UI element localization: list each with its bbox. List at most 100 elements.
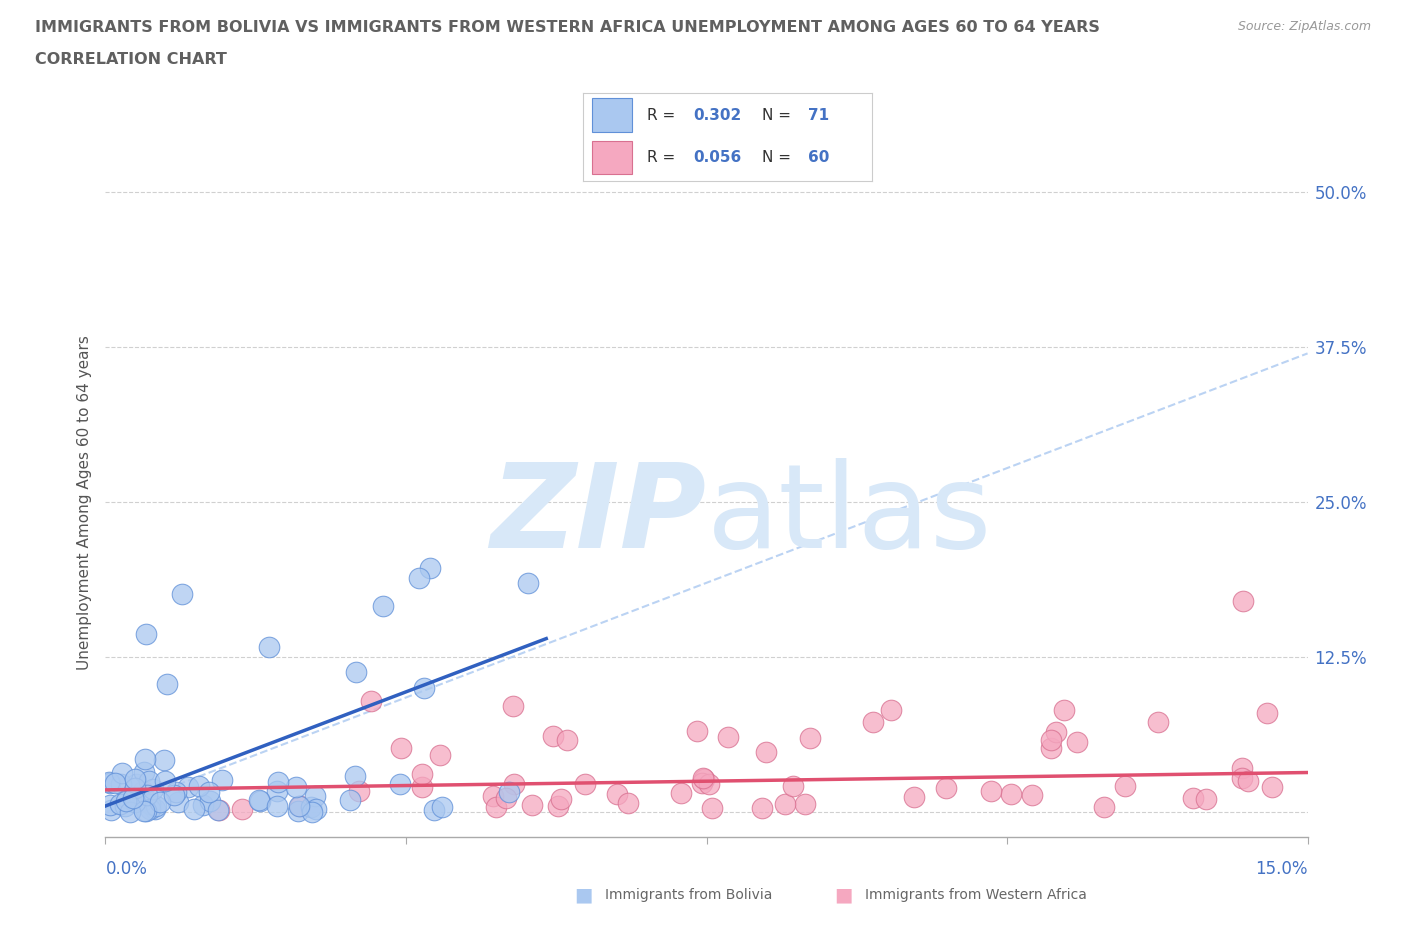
Point bbox=[177, 779, 200, 794]
Point bbox=[131, 793, 153, 808]
Point bbox=[124, 794, 146, 809]
Point bbox=[413, 681, 436, 696]
Point bbox=[156, 676, 179, 691]
Point bbox=[197, 784, 219, 799]
Point bbox=[134, 751, 156, 766]
Text: Immigrants from Western Africa: Immigrants from Western Africa bbox=[865, 887, 1087, 902]
Point bbox=[669, 786, 692, 801]
Text: N =: N = bbox=[762, 108, 796, 123]
Text: R =: R = bbox=[647, 150, 681, 165]
Point bbox=[429, 748, 451, 763]
Point bbox=[301, 804, 323, 819]
Point bbox=[773, 796, 796, 811]
Point bbox=[115, 791, 138, 806]
Point bbox=[191, 798, 214, 813]
Point bbox=[1066, 734, 1088, 749]
Text: 71: 71 bbox=[808, 108, 830, 123]
Point bbox=[266, 784, 288, 799]
Point bbox=[125, 777, 148, 792]
Point bbox=[1052, 703, 1074, 718]
Point bbox=[305, 802, 328, 817]
Text: 0.302: 0.302 bbox=[693, 108, 741, 123]
Point bbox=[108, 796, 131, 811]
Point bbox=[1021, 788, 1043, 803]
Point bbox=[411, 779, 433, 794]
Point bbox=[423, 803, 446, 817]
Point bbox=[124, 772, 146, 787]
Point bbox=[391, 740, 413, 755]
Point bbox=[980, 783, 1002, 798]
Point bbox=[1182, 790, 1205, 805]
Point bbox=[360, 693, 382, 708]
Point bbox=[1146, 715, 1168, 730]
Point bbox=[142, 781, 165, 796]
Point bbox=[371, 599, 394, 614]
Point bbox=[124, 780, 146, 795]
Point bbox=[700, 800, 723, 815]
Point bbox=[617, 795, 640, 810]
Point bbox=[231, 802, 253, 817]
Point bbox=[135, 626, 157, 641]
Point bbox=[172, 587, 194, 602]
Point bbox=[98, 776, 121, 790]
Point bbox=[517, 575, 540, 590]
Point bbox=[284, 780, 307, 795]
Point bbox=[135, 804, 157, 818]
Point bbox=[880, 703, 903, 718]
Point bbox=[131, 783, 153, 798]
Text: Immigrants from Bolivia: Immigrants from Bolivia bbox=[605, 887, 772, 902]
Point bbox=[550, 791, 572, 806]
Text: 0.0%: 0.0% bbox=[105, 860, 148, 878]
Point bbox=[690, 776, 713, 790]
Point bbox=[547, 799, 569, 814]
Point bbox=[290, 798, 312, 813]
Point bbox=[794, 797, 817, 812]
Point bbox=[693, 772, 716, 787]
Text: R =: R = bbox=[647, 108, 681, 123]
Point bbox=[502, 777, 524, 791]
Point bbox=[344, 768, 367, 783]
Point bbox=[259, 640, 281, 655]
Point bbox=[1232, 771, 1254, 786]
Point bbox=[153, 752, 176, 767]
Text: ■: ■ bbox=[834, 885, 853, 904]
Point bbox=[432, 800, 454, 815]
Point bbox=[1230, 761, 1253, 776]
Point bbox=[502, 698, 524, 713]
Text: 0.056: 0.056 bbox=[693, 150, 741, 165]
Point bbox=[555, 732, 578, 747]
Point bbox=[1237, 774, 1260, 789]
Point bbox=[115, 793, 138, 808]
Point bbox=[1256, 706, 1278, 721]
Point bbox=[139, 797, 162, 812]
Point bbox=[143, 802, 166, 817]
Point bbox=[935, 780, 957, 795]
Point bbox=[299, 800, 322, 815]
Point bbox=[138, 774, 160, 789]
Point bbox=[167, 795, 190, 810]
Point bbox=[100, 803, 122, 817]
Point bbox=[247, 792, 270, 807]
FancyBboxPatch shape bbox=[592, 99, 633, 132]
Point bbox=[419, 561, 441, 576]
Point bbox=[411, 766, 433, 781]
Point bbox=[288, 799, 311, 814]
Point bbox=[118, 804, 141, 819]
Point bbox=[692, 771, 714, 786]
Text: IMMIGRANTS FROM BOLIVIA VS IMMIGRANTS FROM WESTERN AFRICA UNEMPLOYMENT AMONG AGE: IMMIGRANTS FROM BOLIVIA VS IMMIGRANTS FR… bbox=[35, 20, 1099, 35]
Point bbox=[139, 802, 162, 817]
Text: ■: ■ bbox=[574, 885, 593, 904]
Point bbox=[132, 804, 155, 818]
Point bbox=[347, 784, 370, 799]
Point bbox=[188, 778, 211, 793]
Point bbox=[163, 788, 186, 803]
Point bbox=[1114, 778, 1136, 793]
Text: N =: N = bbox=[762, 150, 796, 165]
Text: ZIP: ZIP bbox=[491, 458, 707, 573]
Point bbox=[685, 724, 707, 738]
Text: Source: ZipAtlas.com: Source: ZipAtlas.com bbox=[1237, 20, 1371, 33]
Point bbox=[903, 790, 925, 804]
Point bbox=[697, 777, 720, 791]
Text: 15.0%: 15.0% bbox=[1256, 860, 1308, 878]
Point bbox=[1040, 741, 1063, 756]
